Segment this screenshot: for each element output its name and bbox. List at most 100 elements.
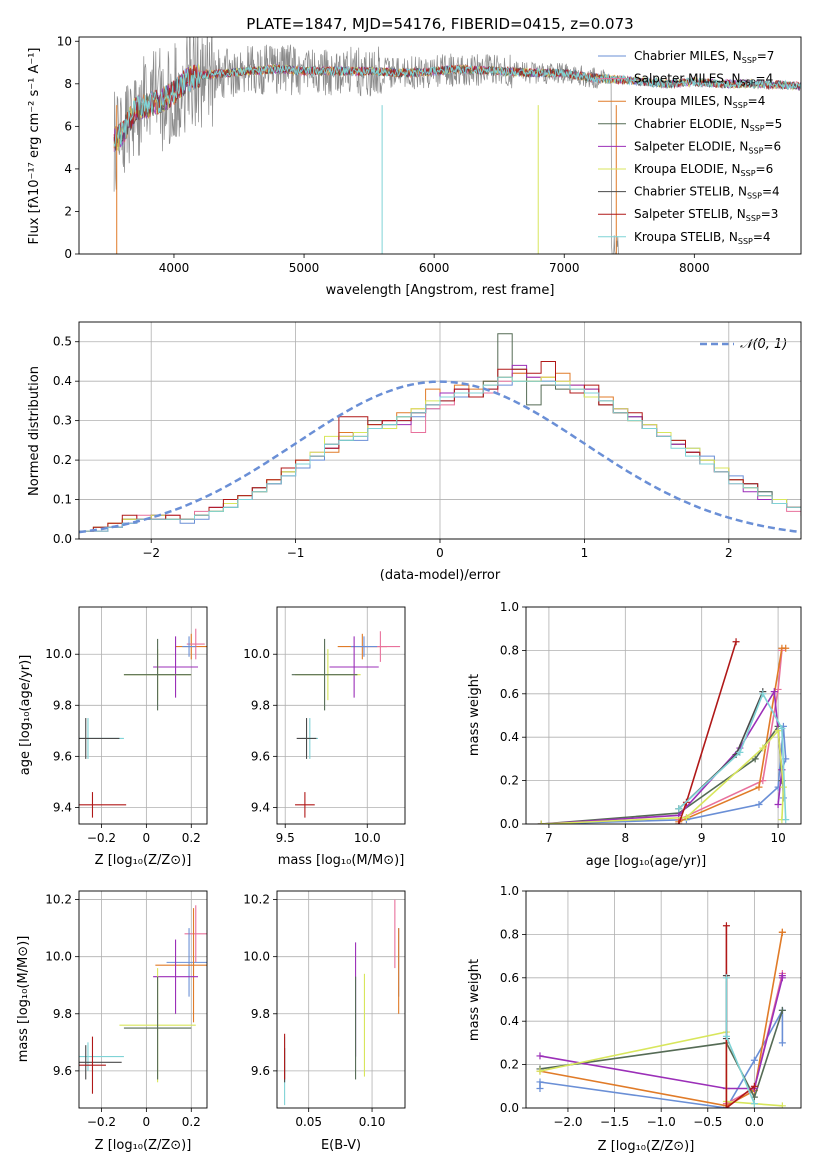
spectrum-ytick-label: 4 bbox=[64, 162, 72, 176]
spectrum-xtick-label: 8000 bbox=[679, 261, 710, 275]
age_vs_Z-ytick-label: 9.4 bbox=[53, 800, 72, 814]
mass-weight-point bbox=[755, 783, 763, 791]
weight_vs_age-xtick-label: 8 bbox=[621, 831, 629, 845]
age_vs_mass-plot-area bbox=[291, 631, 401, 818]
residuals-ytick-label: 0.2 bbox=[53, 453, 72, 467]
residuals-xtick-label: −1 bbox=[287, 546, 305, 560]
mass-weight-point bbox=[675, 805, 683, 813]
mass_vs_Z-xtick-label: 0.2 bbox=[182, 1115, 201, 1129]
age_vs_Z-axes-frame bbox=[78, 606, 208, 825]
age_vs_mass-ytick-label: 10.0 bbox=[243, 647, 270, 661]
residuals-xtick-label: 0 bbox=[436, 546, 444, 560]
legend-label-sub: SSP bbox=[742, 56, 757, 65]
residuals-xlabel: (data-model)/error bbox=[380, 568, 501, 583]
age_vs_mass-ytick-label: 9.8 bbox=[251, 698, 270, 712]
residuals-ytick-label: 0.0 bbox=[53, 532, 72, 546]
legend-label-main: Kroupa ELODIE, N bbox=[634, 162, 741, 176]
weight_vs_Z-axes-frame bbox=[525, 890, 802, 1109]
age_vs_mass-panel: 9.5 10.0 9.4 9.6 9.8 10.0 bbox=[243, 606, 406, 845]
spectrum-xtick-label: 7000 bbox=[549, 261, 580, 275]
weight_vs_age-ytick-label: 0.2 bbox=[500, 774, 519, 788]
mass-weight-point bbox=[736, 748, 744, 756]
mass_vs_Z-panel: −0.2 0 0.2 9.6 9.8 10.0 10.2 bbox=[45, 890, 208, 1129]
mass_vs_Z-ytick-label: 10.0 bbox=[45, 950, 72, 964]
legend-label: Chabrier MILES, NSSP=7 bbox=[634, 49, 774, 65]
age_vs_Z-xtick-label: 0 bbox=[143, 831, 151, 845]
weight_vs_Z-ytick-label: 1.0 bbox=[500, 884, 519, 898]
mass_vs_Z-xtick-label: −0.2 bbox=[87, 1115, 116, 1129]
weight_vs_age-ytick-label: 0.0 bbox=[500, 817, 519, 831]
mass-weight-point bbox=[682, 813, 690, 821]
legend-label-main: Chabrier MILES, N bbox=[634, 49, 742, 63]
mass_vs_Z-plot-area bbox=[79, 905, 207, 1094]
mass-weight-point bbox=[778, 725, 786, 733]
weight_vs_Z-xtick-label: −0.5 bbox=[693, 1115, 722, 1129]
spectrum-panel: 4000 5000 6000 7000 8000 0 2 4 6 8 10 Flux [fλ10⁻¹⁷… bbox=[27, 34, 802, 275]
legend-label: Chabrier STELIB, NSSP=4 bbox=[634, 185, 780, 201]
age-vs-mass-xlabel: mass [log₁₀(M/M⊙)] bbox=[278, 853, 405, 868]
legend-label: Kroupa MILES, NSSP=4 bbox=[634, 94, 765, 110]
age_vs_mass-xtick-label: 10.0 bbox=[354, 831, 381, 845]
mass-weight-point bbox=[750, 1056, 758, 1064]
model-spectrum-line bbox=[113, 64, 801, 147]
mass_vs_ebv-ytick-label: 10.0 bbox=[243, 950, 270, 964]
mass-weight-point bbox=[536, 1078, 544, 1086]
weight_vs_age-xtick-label: 10 bbox=[770, 831, 785, 845]
mass-weight-point bbox=[759, 744, 767, 752]
weight_vs_Z-xtick-label: −1.0 bbox=[647, 1115, 676, 1129]
mass_vs_ebv-panel: 0.05 0.10 9.6 9.8 10.0 10.2 bbox=[243, 890, 406, 1129]
mass-vs-z-xlabel: Z [log₁₀(Z/Z⊙)] bbox=[95, 1138, 192, 1153]
spectrum-xlabel: wavelength [Angstrom, rest frame] bbox=[326, 283, 555, 298]
residual-histogram-step bbox=[79, 376, 801, 532]
mass-weight-point bbox=[778, 1039, 786, 1047]
age_vs_mass-ytick-label: 9.6 bbox=[251, 749, 270, 763]
residuals-xtick-label: 1 bbox=[581, 546, 589, 560]
residuals-ytick-label: 0.3 bbox=[53, 414, 72, 428]
legend-label-tail: =4 bbox=[753, 230, 771, 244]
mass-vs-ebv-xlabel: E(B-V) bbox=[321, 1138, 361, 1153]
mass_vs_Z-ytick-label: 10.2 bbox=[45, 893, 72, 907]
gaussian-curve bbox=[79, 380, 801, 534]
spectrum-ytick-label: 2 bbox=[64, 204, 72, 218]
mass-weight-point bbox=[751, 755, 759, 763]
legend-label: Salpeter MILES, NSSP=4 bbox=[634, 72, 773, 88]
weight-vs-age-xlabel: age [log₁₀(age/yr)] bbox=[586, 854, 707, 869]
mass_vs_Z-axes-frame bbox=[78, 890, 208, 1109]
spectrum-ylabel: Flux [fλ10⁻¹⁷ erg cm⁻² s⁻¹ A⁻¹] bbox=[27, 48, 42, 245]
spectrum-xtick-label: 4000 bbox=[159, 261, 190, 275]
legend-label-main: Kroupa STELIB, N bbox=[634, 230, 738, 244]
mass-weight-point bbox=[750, 1100, 758, 1108]
spectrum-ytick-label: 10 bbox=[57, 34, 72, 48]
mass-weight-point bbox=[782, 816, 790, 824]
weight-vs-z-ylabel: mass weight bbox=[467, 959, 482, 1041]
mass-weight-point bbox=[755, 800, 763, 808]
spectrum-xtick-label: 6000 bbox=[419, 261, 450, 275]
legend-label: Salpeter STELIB, NSSP=3 bbox=[634, 207, 778, 223]
age_vs_Z-xtick-label: −0.2 bbox=[87, 831, 116, 845]
weight_vs_Z-ytick-label: 0.2 bbox=[500, 1058, 519, 1072]
mass-weight-point bbox=[722, 974, 730, 982]
legend-label-sub: SSP bbox=[741, 79, 756, 88]
weight_vs_age-axes-frame bbox=[525, 606, 802, 825]
legend-label-tail: =4 bbox=[748, 94, 766, 108]
mass-weight-point bbox=[782, 644, 790, 652]
residuals-ytick-label: 0.4 bbox=[53, 374, 72, 388]
residuals-xtick-label: −2 bbox=[142, 546, 160, 560]
age_vs_Z-ytick-label: 9.8 bbox=[53, 698, 72, 712]
legend-label-tail: =5 bbox=[765, 117, 783, 131]
legend-label-main: Chabrier STELIB, N bbox=[634, 185, 747, 199]
mass_vs_Z-ytick-label: 9.6 bbox=[53, 1064, 72, 1078]
mass_vs_ebv-xtick-label: 0.10 bbox=[359, 1115, 386, 1129]
legend-label-sub: SSP bbox=[741, 169, 756, 178]
legend-label-main: Kroupa MILES, N bbox=[634, 94, 733, 108]
weight_vs_Z-xtick-label: −1.5 bbox=[600, 1115, 629, 1129]
gaussian-legend-label: 𝒩(0, 1) bbox=[740, 337, 787, 352]
mass_vs_Z-ytick-label: 9.8 bbox=[53, 1007, 72, 1021]
weight_vs_Z-ytick-label: 0.4 bbox=[500, 1014, 519, 1028]
residuals-plot-area bbox=[79, 333, 801, 534]
mass-weight-point bbox=[537, 820, 545, 824]
age_vs_mass-axes-frame bbox=[276, 606, 406, 825]
spectrum-plot-area bbox=[113, 37, 801, 254]
